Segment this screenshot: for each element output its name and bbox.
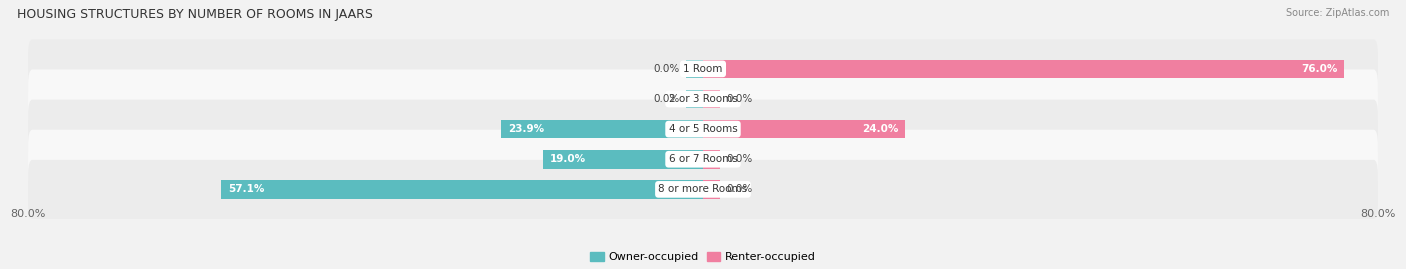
Text: 0.0%: 0.0% bbox=[727, 184, 752, 194]
Text: 76.0%: 76.0% bbox=[1301, 64, 1337, 74]
Text: 0.0%: 0.0% bbox=[654, 64, 679, 74]
FancyBboxPatch shape bbox=[28, 69, 1378, 129]
Text: 0.0%: 0.0% bbox=[727, 94, 752, 104]
Text: HOUSING STRUCTURES BY NUMBER OF ROOMS IN JAARS: HOUSING STRUCTURES BY NUMBER OF ROOMS IN… bbox=[17, 8, 373, 21]
Text: 24.0%: 24.0% bbox=[862, 124, 898, 134]
Text: 8 or more Rooms: 8 or more Rooms bbox=[658, 184, 748, 194]
Text: Source: ZipAtlas.com: Source: ZipAtlas.com bbox=[1285, 8, 1389, 18]
Bar bbox=[686, 90, 703, 108]
Bar bbox=[703, 59, 1344, 78]
Text: 57.1%: 57.1% bbox=[228, 184, 264, 194]
FancyBboxPatch shape bbox=[28, 160, 1378, 219]
Text: 0.0%: 0.0% bbox=[727, 154, 752, 164]
FancyBboxPatch shape bbox=[28, 130, 1378, 189]
Text: 6 or 7 Rooms: 6 or 7 Rooms bbox=[669, 154, 737, 164]
FancyBboxPatch shape bbox=[28, 100, 1378, 159]
Text: 4 or 5 Rooms: 4 or 5 Rooms bbox=[669, 124, 737, 134]
FancyBboxPatch shape bbox=[28, 39, 1378, 98]
Text: 23.9%: 23.9% bbox=[508, 124, 544, 134]
Bar bbox=[703, 150, 720, 169]
Text: 1 Room: 1 Room bbox=[683, 64, 723, 74]
Legend: Owner-occupied, Renter-occupied: Owner-occupied, Renter-occupied bbox=[586, 247, 820, 267]
Bar bbox=[703, 120, 905, 139]
Bar bbox=[703, 180, 720, 199]
Bar bbox=[686, 59, 703, 78]
Bar bbox=[543, 150, 703, 169]
Text: 19.0%: 19.0% bbox=[550, 154, 585, 164]
Text: 2 or 3 Rooms: 2 or 3 Rooms bbox=[669, 94, 737, 104]
Text: 0.0%: 0.0% bbox=[654, 94, 679, 104]
Bar bbox=[502, 120, 703, 139]
Bar bbox=[221, 180, 703, 199]
Bar bbox=[703, 90, 720, 108]
